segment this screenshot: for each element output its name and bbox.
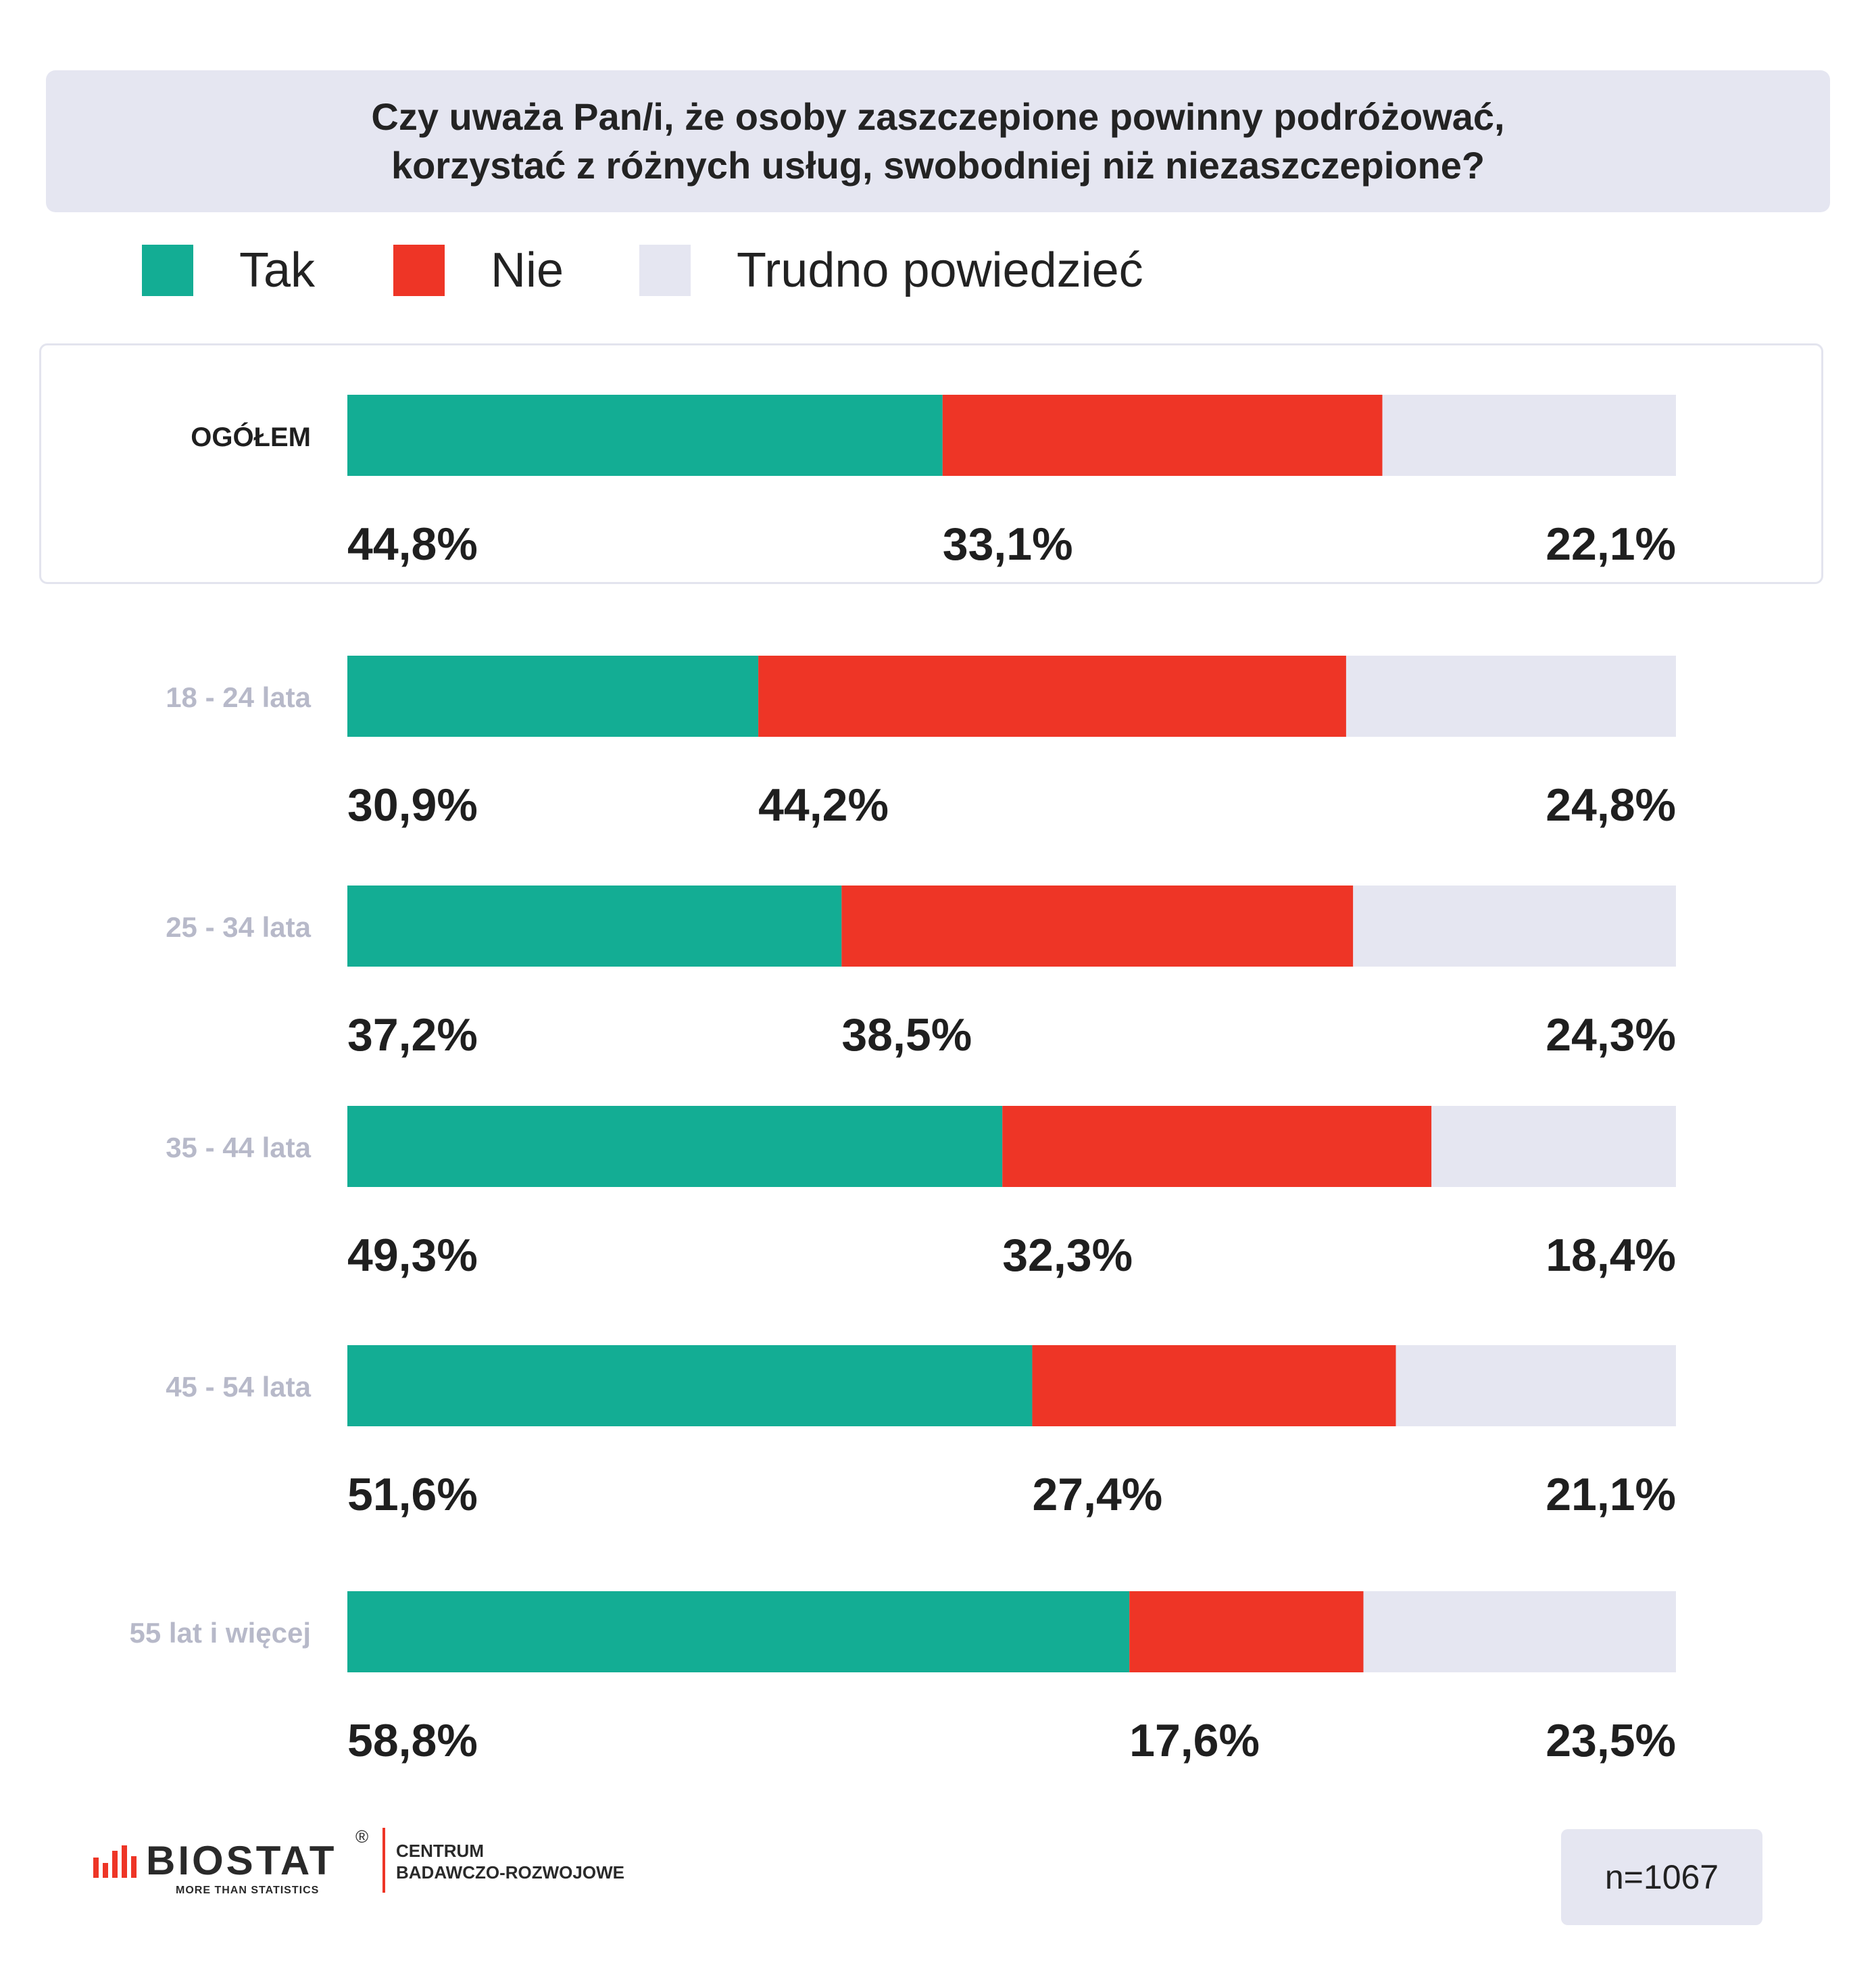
bar-45-54-tak (347, 1345, 1033, 1426)
value-label-35-44-tak: 49,3% (347, 1230, 478, 1281)
bar-35-44-tak (347, 1106, 1003, 1187)
bar-55-plus-tak (347, 1591, 1130, 1672)
legend-swatch-nie (393, 245, 445, 296)
value-label-25-34-nie: 38,5% (841, 1009, 972, 1061)
chart-title: Czy uważa Pan/i, że osoby zaszczepione p… (46, 70, 1830, 212)
legend-item-nie: Nie (393, 243, 564, 297)
bar-35-44-nie (1002, 1106, 1432, 1187)
brand-name: BIOSTAT (146, 1838, 337, 1883)
legend-item-tak: Tak (142, 243, 315, 297)
value-label-55-plus-tak: 58,8% (347, 1715, 478, 1766)
legend-swatch-tak (142, 245, 193, 296)
legend-label-trudno: Trudno powiedzieć (737, 243, 1143, 297)
registered-mark: ® (355, 1826, 369, 1847)
category-label-55-plus: 55 lat i więcej (130, 1617, 312, 1649)
category-label-45-54: 45 - 54 lata (166, 1371, 311, 1403)
chart-title-line-1: Czy uważa Pan/i, że osoby zaszczepione p… (371, 95, 1505, 138)
category-label-35-44: 35 - 44 lata (166, 1132, 311, 1163)
category-label-18-24: 18 - 24 lata (166, 681, 311, 713)
bar-18-24-trudno (1346, 656, 1676, 737)
brand-tagline: MORE THAN STATISTICS (176, 1885, 320, 1896)
bar-ogolem-nie (942, 395, 1383, 476)
value-label-45-54-trudno: 21,1% (1546, 1469, 1676, 1520)
bar-25-34-tak (347, 886, 842, 967)
value-label-18-24-nie: 44,2% (758, 779, 889, 831)
value-label-35-44-trudno: 18,4% (1546, 1230, 1676, 1281)
value-label-55-plus-trudno: 23,5% (1546, 1715, 1676, 1766)
value-label-18-24-trudno: 24,8% (1546, 779, 1676, 831)
bar-ogolem-tak (347, 395, 943, 476)
bar-18-24-tak (347, 656, 759, 737)
chart-title-line-2: korzystać z różnych usług, swobodniej ni… (391, 144, 1485, 187)
category-label-ogolem: OGÓŁEM (191, 421, 311, 452)
logo-divider (382, 1828, 385, 1893)
value-label-45-54-nie: 27,4% (1032, 1469, 1162, 1520)
value-label-55-plus-nie: 17,6% (1129, 1715, 1260, 1766)
bar-45-54-nie (1032, 1345, 1396, 1426)
legend-label-tak: Tak (239, 243, 316, 297)
bar-55-plus-nie (1129, 1591, 1364, 1672)
sample-size-badge: n=1067 (1561, 1829, 1762, 1925)
centrum-line-1: CENTRUM (396, 1841, 484, 1861)
value-label-ogolem-tak: 44,8% (347, 518, 478, 570)
value-label-18-24-tak: 30,9% (347, 779, 478, 831)
value-label-45-54-tak: 51,6% (347, 1469, 478, 1520)
centrum-label: CENTRUM BADAWCZO-ROZWOJOWE (396, 1840, 624, 1883)
value-label-25-34-trudno: 24,3% (1546, 1009, 1676, 1061)
bar-18-24-nie (758, 656, 1346, 737)
legend-item-trudno: Trudno powiedzieć (639, 243, 1143, 297)
bar-55-plus-trudno (1363, 1591, 1676, 1672)
centrum-line-2: BADAWCZO-ROZWOJOWE (396, 1862, 624, 1883)
bar-45-54-trudno (1396, 1345, 1676, 1426)
value-label-35-44-nie: 32,3% (1002, 1230, 1133, 1281)
bar-25-34-nie (841, 886, 1354, 967)
value-label-ogolem-trudno: 22,1% (1546, 518, 1676, 570)
bar-25-34-trudno (1353, 886, 1676, 967)
bar-chart-icon (93, 1845, 137, 1878)
value-label-25-34-tak: 37,2% (347, 1009, 478, 1061)
legend-label-nie: Nie (491, 243, 564, 297)
value-label-ogolem-nie: 33,1% (943, 518, 1073, 570)
bar-35-44-trudno (1431, 1106, 1676, 1187)
category-label-25-34: 25 - 34 lata (166, 911, 311, 943)
bar-ogolem-trudno (1382, 395, 1676, 476)
legend-swatch-trudno (639, 245, 691, 296)
